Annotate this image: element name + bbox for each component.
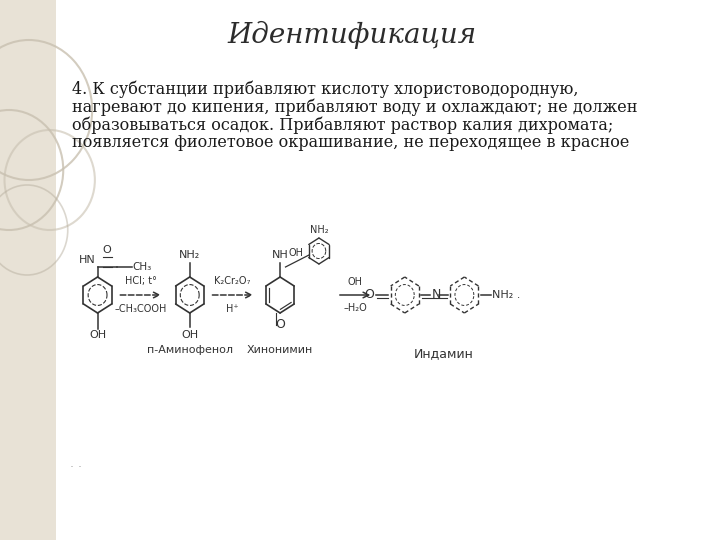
Text: нагревают до кипения, прибавляют воду и охлаждают; не должен: нагревают до кипения, прибавляют воду и … [72,98,638,116]
Text: NH₂ .: NH₂ . [492,290,521,300]
Text: NH₂: NH₂ [179,250,200,260]
Text: Индамин: Индамин [414,347,474,360]
Text: 4. К субстанции прибавляют кислоту хлористоводородную,: 4. К субстанции прибавляют кислоту хлори… [72,80,579,98]
Text: –CH₃COOH: –CH₃COOH [114,304,166,314]
Text: OH: OH [181,330,198,340]
Text: H⁺: H⁺ [226,304,239,314]
Text: HCl; t°: HCl; t° [125,276,156,286]
Text: Идентификация: Идентификация [228,21,477,49]
Text: K₂Cr₂O₇: K₂Cr₂O₇ [215,276,251,286]
Text: O: O [364,288,374,301]
Text: CH₃: CH₃ [132,262,152,272]
Text: N: N [432,288,441,301]
Text: OH: OH [348,277,363,287]
Text: Хинонимин: Хинонимин [247,345,313,355]
Text: OH: OH [89,330,106,340]
Text: –H₂O: –H₂O [343,303,367,313]
Text: O: O [102,245,111,255]
Text: появляется фиолетовое окрашивание, не переходящее в красное: появляется фиолетовое окрашивание, не пе… [72,134,630,151]
Text: OH: OH [289,248,304,258]
Text: NH: NH [271,250,289,260]
Text: NH₂: NH₂ [310,225,328,235]
Bar [0,0,56,540]
Text: HN: HN [79,255,96,265]
Text: O: O [275,318,285,331]
Text: . .: . . [71,457,83,470]
Text: образовываться осадок. Прибавляют раствор калия дихромата;: образовываться осадок. Прибавляют раство… [72,116,613,133]
Text: п-Аминофенол: п-Аминофенол [147,345,233,355]
